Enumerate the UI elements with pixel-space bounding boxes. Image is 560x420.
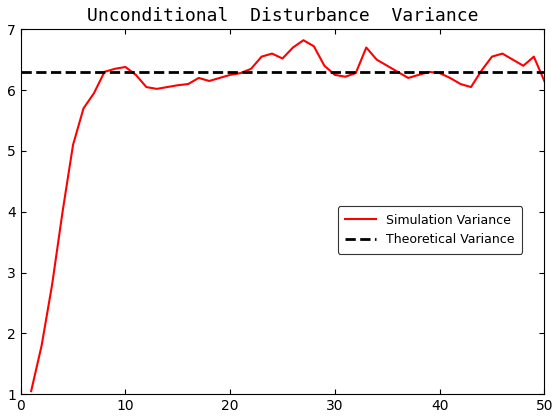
Simulation Variance [38,343,45,348]
Simulation Variance [69,142,76,147]
Simulation Variance [59,209,66,214]
Simulation Variance [195,76,202,81]
Simulation Variance [153,87,160,92]
Simulation Variance [510,57,516,62]
Simulation Variance [541,79,548,84]
Simulation Variance [28,388,35,394]
Simulation Variance [436,71,443,76]
Simulation Variance [49,282,55,287]
Simulation Variance [311,44,318,49]
Simulation Variance [384,63,390,68]
Simulation Variance [520,63,527,68]
Simulation Variance [185,81,192,87]
Simulation Variance [478,68,485,73]
Line: Simulation Variance: Simulation Variance [31,40,544,391]
Simulation Variance [447,76,454,81]
Simulation Variance [216,76,223,81]
Simulation Variance [300,38,307,43]
Simulation Variance [530,54,537,59]
Simulation Variance [248,66,254,71]
Simulation Variance [416,72,422,77]
Simulation Variance [342,74,349,79]
Simulation Variance [394,69,401,74]
Simulation Variance [174,83,181,88]
Simulation Variance [164,84,171,89]
Simulation Variance [426,69,432,74]
Simulation Variance [227,72,234,77]
Simulation Variance [352,71,359,76]
Simulation Variance [133,72,139,77]
Simulation Variance [258,54,265,59]
Simulation Variance [80,106,87,111]
Simulation Variance [122,64,129,69]
Simulation Variance [101,69,108,74]
Simulation Variance [111,66,118,71]
Simulation Variance [290,45,296,50]
Simulation Variance [468,84,474,89]
Simulation Variance [405,76,412,81]
Legend: Simulation Variance, Theoretical Variance: Simulation Variance, Theoretical Varianc… [338,206,522,254]
Simulation Variance [374,57,380,62]
Simulation Variance [279,56,286,61]
Simulation Variance [91,91,97,96]
Simulation Variance [363,45,370,50]
Simulation Variance [499,51,506,56]
Theoretical Variance [17,69,24,74]
Simulation Variance [321,63,328,68]
Simulation Variance [269,51,276,56]
Simulation Variance [488,54,495,59]
Title: Unconditional  Disturbance  Variance: Unconditional Disturbance Variance [87,7,478,25]
Simulation Variance [206,79,213,84]
Simulation Variance [237,71,244,76]
Simulation Variance [143,84,150,89]
Theoretical Variance [28,69,35,74]
Simulation Variance [457,81,464,87]
Simulation Variance [332,72,338,77]
